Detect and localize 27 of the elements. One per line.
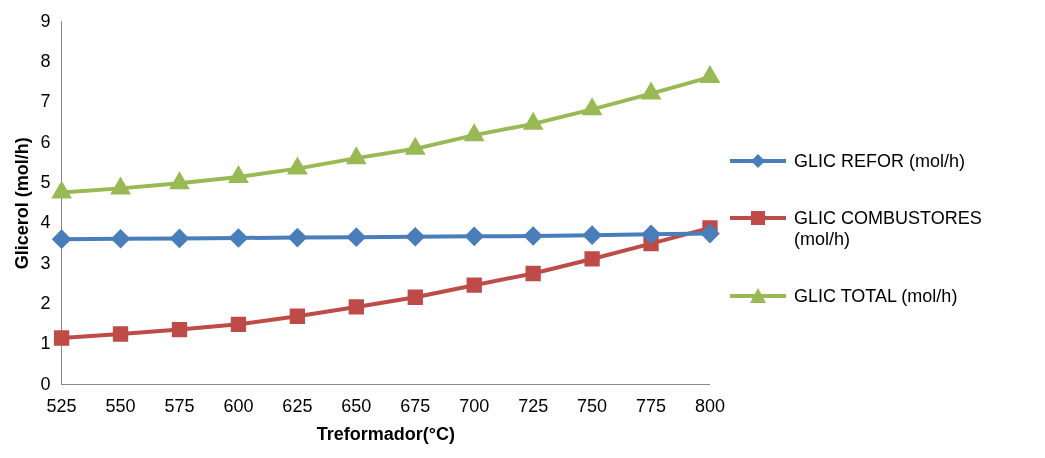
- x-tick-label: 725: [518, 395, 549, 416]
- x-tick-label: 775: [636, 395, 667, 416]
- x-axis-title: Treformador(°C): [316, 424, 455, 445]
- x-tick-label: 575: [164, 395, 195, 416]
- y-tick-label: 5: [40, 172, 51, 193]
- y-tick-label: 0: [40, 373, 51, 394]
- legend-label: GLIC TOTAL (mol/h): [794, 286, 958, 307]
- y-tick-label: 9: [40, 10, 51, 31]
- x-tick-label: 800: [694, 395, 726, 416]
- y-tick-label: 2: [40, 293, 51, 314]
- x-tick-label: 625: [282, 395, 313, 416]
- y-axis-title: Glicerol (mol/h): [11, 137, 32, 270]
- y-tick-label: 8: [40, 51, 51, 72]
- legend-label: GLIC COMBUSTORES (mol/h): [794, 208, 983, 250]
- x-tick-label: 600: [223, 395, 254, 416]
- x-tick-label: 750: [577, 395, 608, 416]
- x-tick-label: 525: [46, 395, 77, 416]
- x-tick-label: 550: [105, 395, 136, 416]
- y-tick-label: 1: [40, 333, 51, 354]
- x-tick-label: 675: [400, 395, 431, 416]
- legend-label: GLIC REFOR (mol/h): [794, 151, 966, 172]
- x-tick-label: 650: [341, 395, 372, 416]
- y-tick-label: 6: [40, 131, 51, 152]
- y-tick-label: 3: [40, 252, 51, 273]
- y-tick-label: 7: [40, 91, 51, 112]
- y-tick-label: 4: [40, 212, 51, 233]
- x-tick-label: 700: [459, 395, 490, 416]
